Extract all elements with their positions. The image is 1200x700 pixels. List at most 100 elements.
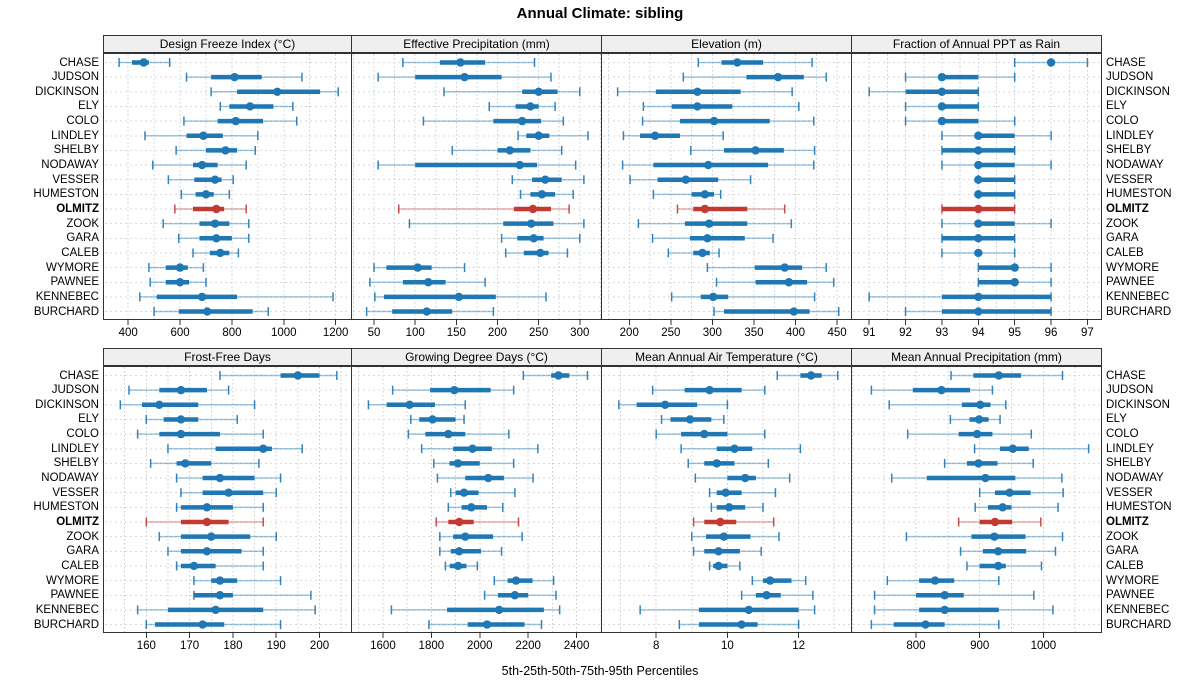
median-dot bbox=[453, 459, 463, 468]
median-dot bbox=[940, 591, 949, 600]
axis-tick-label: 200 bbox=[487, 327, 508, 339]
station-label-left: GARA bbox=[66, 545, 99, 558]
axis-tick-label: 300 bbox=[570, 327, 590, 339]
axis-tick-label: 450 bbox=[827, 327, 847, 339]
station-label-right: WYMORE bbox=[1106, 574, 1160, 587]
median-dot bbox=[937, 116, 947, 126]
median-dot bbox=[994, 371, 1003, 380]
station-label-right: GARA bbox=[1106, 232, 1139, 245]
median-dot bbox=[201, 190, 211, 199]
panel-strip-mean-annual-precipitation-mm: Mean Annual Precipitation (mm) bbox=[851, 348, 1102, 366]
median-dot bbox=[259, 444, 268, 453]
station-label-left: LINDLEY bbox=[51, 129, 99, 142]
axis-tick-label: 95 bbox=[1008, 327, 1022, 339]
median-dot bbox=[1010, 263, 1019, 272]
median-dot bbox=[198, 620, 207, 629]
median-dot bbox=[444, 429, 453, 439]
median-dot bbox=[176, 415, 186, 424]
axis-tick-label: 800 bbox=[222, 327, 242, 339]
median-dot bbox=[215, 591, 225, 600]
median-dot bbox=[1010, 278, 1019, 287]
station-label-left: KENNEBEC bbox=[35, 603, 99, 616]
median-dot bbox=[211, 605, 220, 615]
station-label-left: COLO bbox=[66, 428, 99, 441]
median-dot bbox=[526, 102, 535, 111]
axis-tick-label: 91 bbox=[862, 327, 876, 339]
station-label-right: KENNEBEC bbox=[1106, 603, 1170, 616]
median-dot bbox=[175, 278, 185, 287]
station-label-left: PAWNEE bbox=[50, 276, 99, 289]
median-dot bbox=[789, 307, 799, 316]
station-label-right: VESSER bbox=[1106, 173, 1153, 186]
median-dot bbox=[705, 385, 714, 395]
station-label-left: JUDSON bbox=[51, 71, 99, 84]
station-label-right: ZOOK bbox=[1106, 530, 1139, 543]
axis-tick-label: 600 bbox=[170, 327, 190, 339]
station-label-right: NODAWAY bbox=[1106, 472, 1164, 485]
median-dot bbox=[541, 175, 550, 184]
axis-tick-label: 92 bbox=[899, 327, 912, 339]
panel-strip-frost-free-days: Frost-Free Days bbox=[103, 348, 352, 366]
median-dot bbox=[215, 576, 225, 585]
median-dot bbox=[974, 415, 984, 424]
median-dot bbox=[175, 263, 185, 272]
median-dot bbox=[454, 292, 464, 302]
panel-strip-effective-precipitation-mm: Effective Precipitation (mm) bbox=[351, 35, 602, 53]
median-dot bbox=[740, 473, 750, 483]
median-dot bbox=[721, 488, 730, 497]
median-dot bbox=[937, 87, 947, 96]
median-dot bbox=[974, 292, 983, 302]
station-label-right: WYMORE bbox=[1106, 261, 1160, 274]
station-label-right: OLMITZ bbox=[1106, 516, 1149, 528]
median-dot bbox=[424, 278, 433, 287]
panel-frost-free-days bbox=[103, 366, 352, 638]
median-dot bbox=[704, 160, 713, 170]
station-label-left: HUMESTON bbox=[33, 501, 99, 514]
station-label-right: HUMESTON bbox=[1106, 188, 1172, 201]
axis-caption: 5th-25th-50th-75th-95th Percentiles bbox=[501, 664, 699, 678]
panel-strip-design-freeze-index-c: Design Freeze Index (°C) bbox=[103, 35, 352, 53]
station-label-right: COLO bbox=[1106, 428, 1139, 441]
axis-tick-label: 1200 bbox=[322, 327, 349, 339]
station-label-right: JUDSON bbox=[1106, 71, 1154, 84]
median-dot bbox=[974, 175, 983, 184]
station-label-left: VESSER bbox=[52, 486, 99, 499]
median-dot bbox=[527, 219, 536, 228]
median-dot bbox=[974, 190, 983, 199]
median-dot bbox=[212, 234, 221, 243]
median-dot bbox=[212, 204, 221, 214]
median-dot bbox=[806, 371, 816, 380]
median-dot bbox=[716, 517, 725, 527]
median-dot bbox=[467, 503, 476, 512]
panel-design-freeze-index-c bbox=[103, 53, 352, 325]
median-dot bbox=[221, 146, 230, 155]
median-dot bbox=[921, 620, 930, 629]
median-dot bbox=[974, 160, 983, 170]
median-dot bbox=[784, 278, 794, 287]
axis-tick-label: 1000 bbox=[1030, 640, 1057, 652]
median-dot bbox=[700, 190, 710, 199]
median-dot bbox=[528, 204, 538, 214]
axis-tick-label: 250 bbox=[661, 327, 681, 339]
panel-border bbox=[851, 53, 1102, 320]
median-dot bbox=[293, 371, 303, 380]
station-label-right: VESSER bbox=[1106, 486, 1153, 499]
median-dot bbox=[453, 561, 463, 571]
panel-strip-growing-degree-days-c: Growing Degree Days (°C) bbox=[351, 348, 602, 366]
station-label-left: LINDLEY bbox=[51, 442, 99, 455]
median-dot bbox=[937, 102, 947, 111]
median-dot bbox=[216, 248, 225, 258]
median-dot bbox=[454, 547, 464, 556]
axis-tick-label: 100 bbox=[405, 327, 425, 339]
median-dot bbox=[974, 234, 983, 243]
station-label-left: ZOOK bbox=[66, 217, 99, 230]
axis-tick-label: 12 bbox=[792, 640, 805, 652]
median-dot bbox=[534, 131, 543, 140]
median-dot bbox=[202, 547, 212, 556]
median-dot bbox=[974, 459, 983, 468]
median-dot bbox=[974, 248, 983, 258]
axis-tick-label: 97 bbox=[1081, 327, 1094, 339]
station-label-left: CALEB bbox=[61, 559, 99, 572]
station-label-right: OLMITZ bbox=[1106, 203, 1149, 215]
median-dot bbox=[181, 459, 190, 468]
